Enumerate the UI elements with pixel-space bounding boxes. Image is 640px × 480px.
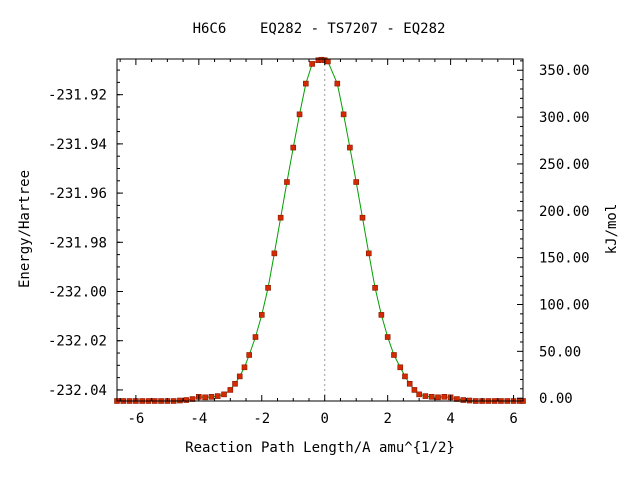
axes-ticks: -6 -4 -2 0 2 4 6 -231.92 -231.94 -231.96 -231.98 -2… [48, 59, 590, 427]
y-right-tick-label: 350.00 [539, 63, 590, 79]
energy-curve-line [117, 59, 523, 402]
energy-data-point [236, 373, 243, 380]
y-left-tick-label: -231.92 [48, 88, 107, 104]
energy-data-point [397, 364, 404, 371]
x-tick-label: 4 [446, 411, 454, 427]
energy-data-point [252, 334, 259, 340]
plot-frame [116, 58, 524, 402]
energy-points-layer [114, 56, 526, 404]
y-axis-left-label: Energy/Hartree [17, 170, 33, 288]
energy-data-point [271, 250, 278, 257]
energy-data-point [183, 397, 190, 403]
energy-data-point [422, 393, 429, 399]
energy-data-point [359, 214, 366, 221]
x-tick-label: -2 [253, 411, 270, 427]
y-left-tick-label: -231.98 [48, 235, 107, 251]
x-tick-label: -6 [127, 411, 144, 427]
y-right-tick-label: 150.00 [539, 251, 590, 267]
y-right-tick-label: 50.00 [539, 344, 581, 360]
energy-data-point [214, 393, 221, 399]
energy-data-point [340, 111, 347, 118]
energy-data-point [402, 373, 408, 380]
energy-data-point [378, 312, 385, 318]
y-right-tick-label: 100.00 [539, 297, 590, 313]
energy-data-point [441, 394, 448, 400]
y-left-tick-label: -232.02 [48, 334, 107, 350]
x-tick-label: 6 [509, 411, 517, 427]
chart-title: H6C6 EQ282 - TS7207 - EQ282 [193, 21, 446, 37]
energy-data-point [365, 250, 372, 257]
energy-data-point [428, 394, 435, 400]
energy-data-point [290, 144, 297, 151]
energy-data-point [416, 391, 422, 398]
energy-data-point [221, 391, 227, 398]
y-right-tick-label: 0.00 [539, 391, 573, 407]
energy-data-point [246, 352, 252, 358]
energy-data-point [227, 387, 234, 393]
energy-data-point [208, 394, 215, 400]
energy-data-point [454, 396, 460, 402]
y-left-tick-label: -232.00 [48, 285, 107, 301]
energy-data-point [325, 58, 331, 65]
energy-data-point [353, 179, 359, 185]
energy-data-point [391, 352, 397, 358]
energy-data-point [460, 397, 467, 403]
energy-data-point [303, 80, 309, 87]
energy-data-point [265, 285, 271, 291]
x-axis-label: Reaction Path Length/A amu^{1/2} [185, 440, 455, 456]
y-left-tick-label: -231.94 [48, 137, 107, 153]
energy-data-point [296, 111, 303, 118]
energy-data-point [334, 80, 341, 87]
energy-data-point [202, 394, 208, 401]
y-left-tick-label: -232.04 [48, 383, 107, 399]
energy-data-point [241, 364, 248, 371]
y-right-tick-label: 200.00 [539, 204, 590, 220]
energy-data-point [384, 334, 391, 340]
energy-curve-layer [117, 59, 523, 402]
y-axis-right-label: kJ/mol [604, 204, 620, 255]
y-right-tick-label: 250.00 [539, 157, 590, 173]
energy-data-point [284, 179, 290, 185]
y-right-tick-label: 300.00 [539, 110, 590, 126]
energy-data-point [277, 214, 284, 221]
x-tick-label: 0 [321, 411, 329, 427]
energy-data-point [406, 380, 413, 387]
y-left-tick-label: -231.96 [48, 186, 107, 202]
energy-data-point [411, 387, 418, 393]
energy-data-point [435, 394, 441, 401]
energy-data-point [232, 380, 238, 387]
x-tick-label: -4 [190, 411, 207, 427]
energy-data-point [258, 312, 265, 318]
energy-data-point [309, 61, 315, 67]
x-tick-label: 2 [383, 411, 391, 427]
energy-data-point [189, 396, 196, 402]
energy-data-point [347, 144, 353, 151]
energy-data-point [372, 285, 378, 291]
